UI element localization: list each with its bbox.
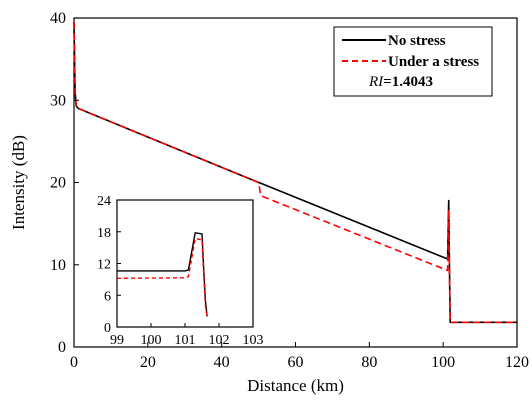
legend-box (333, 26, 493, 97)
main-series-under-a-stress (73, 22, 517, 324)
inset-xtick-label: 102 (209, 333, 230, 348)
inset-xtick-label: 99 (110, 333, 124, 348)
main-ytick-label: 10 (50, 257, 66, 274)
inset-ytick-label: 0 (104, 321, 111, 336)
inset-frame (116, 199, 254, 328)
inset-series-series-1 (117, 232, 208, 317)
main-xtick-label: 120 (505, 354, 529, 371)
main-xtick-label: 60 (288, 354, 304, 371)
main-xtick-label: 20 (140, 354, 156, 371)
inset-series-series-2 (116, 237, 208, 317)
main-ytick-label: 20 (50, 175, 66, 192)
main-xtick-label: 0 (70, 354, 78, 371)
main-ytick-label: 30 (50, 92, 66, 109)
main-x-axis-label: Distance (km) (247, 376, 344, 395)
main-y-axis-label: Intensity (dB) (9, 135, 28, 230)
ri-annotation-value: =1.4043 (383, 74, 433, 90)
ri-annotation: RI=1.4043 (368, 74, 433, 90)
inset-plot: 99 100 101 102 103 0 6 12 18 24 (97, 194, 264, 348)
main-ytick-label: 40 (50, 10, 66, 27)
ri-annotation-label: RI (368, 74, 384, 90)
inset-xtick-label: 100 (141, 333, 162, 348)
inset-ytick-label: 6 (104, 289, 111, 304)
inset-xtick-label: 103 (243, 333, 264, 348)
legend: No stress Under a stress RI=1.4043 (333, 26, 493, 97)
legend-label-no-stress: No stress (388, 33, 446, 49)
inset-ytick-label: 18 (97, 226, 111, 241)
main-xtick-label: 40 (214, 354, 230, 371)
legend-label-under-stress: Under a stress (388, 54, 479, 70)
inset-ytick-label: 24 (97, 194, 111, 209)
main-xtick-label: 100 (431, 354, 455, 371)
main-xtick-label: 80 (361, 354, 377, 371)
main-ytick-label: 0 (58, 339, 66, 356)
inset-xtick-label: 101 (175, 333, 196, 348)
inset-ytick-label: 12 (97, 258, 111, 273)
